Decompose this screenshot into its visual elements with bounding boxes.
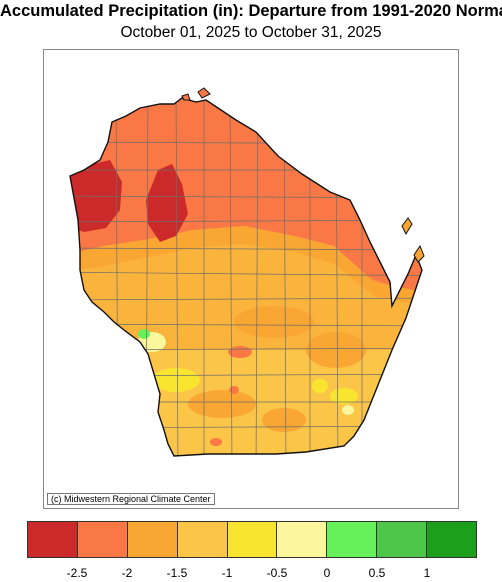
shade-patch (188, 390, 256, 418)
shade-patch (234, 306, 314, 338)
legend-tick-label: 0 (323, 566, 331, 580)
legend-swatch (227, 522, 278, 557)
shade-patch (152, 368, 200, 392)
island (181, 93, 191, 101)
legend-swatch (327, 522, 378, 557)
shade-patch (342, 405, 354, 415)
legend-tick-labels: -2.5 -2 -1.5 -1 -0.5 0 0.5 1 (0, 566, 502, 582)
legend-tick-label: -2.5 (66, 566, 88, 580)
legend-swatch (377, 522, 428, 557)
color-legend (27, 521, 477, 558)
legend-swatch (77, 522, 128, 557)
shade-orange-transition (70, 226, 422, 312)
shade-mid-band (70, 244, 422, 350)
legend-swatch (427, 522, 477, 557)
map-title: Accumulated Precipitation (in): Departur… (0, 2, 502, 20)
legend-tick-label: -2 (121, 566, 133, 580)
legend-swatch (28, 522, 78, 557)
legend-swatch (177, 522, 228, 557)
shade-patch (330, 388, 358, 404)
legend-tick-label: 0.5 (368, 566, 386, 580)
shade-patch (229, 386, 239, 394)
map-panel: (c) Midwestern Regional Climate Center (43, 49, 459, 509)
legend-swatch (277, 522, 328, 557)
legend-swatch (127, 522, 178, 557)
island (401, 217, 413, 236)
island (413, 244, 425, 263)
shade-patch (210, 438, 222, 446)
data-credit: (c) Midwestern Regional Climate Center (47, 493, 215, 505)
map-subtitle: October 01, 2025 to October 31, 2025 (120, 24, 382, 41)
shade-patch (262, 408, 306, 432)
island (197, 87, 211, 99)
shade-patch (312, 379, 328, 393)
legend-tick-label: -0.5 (266, 566, 288, 580)
legend-tick-label: 1 (423, 566, 431, 580)
legend-tick-label: -1.5 (166, 566, 188, 580)
shade-wetter (138, 329, 150, 339)
shade-driest-north-central (146, 164, 188, 242)
legend-tick-label: -1 (221, 566, 233, 580)
shade-patch (306, 332, 366, 368)
wisconsin-map (69, 87, 425, 457)
